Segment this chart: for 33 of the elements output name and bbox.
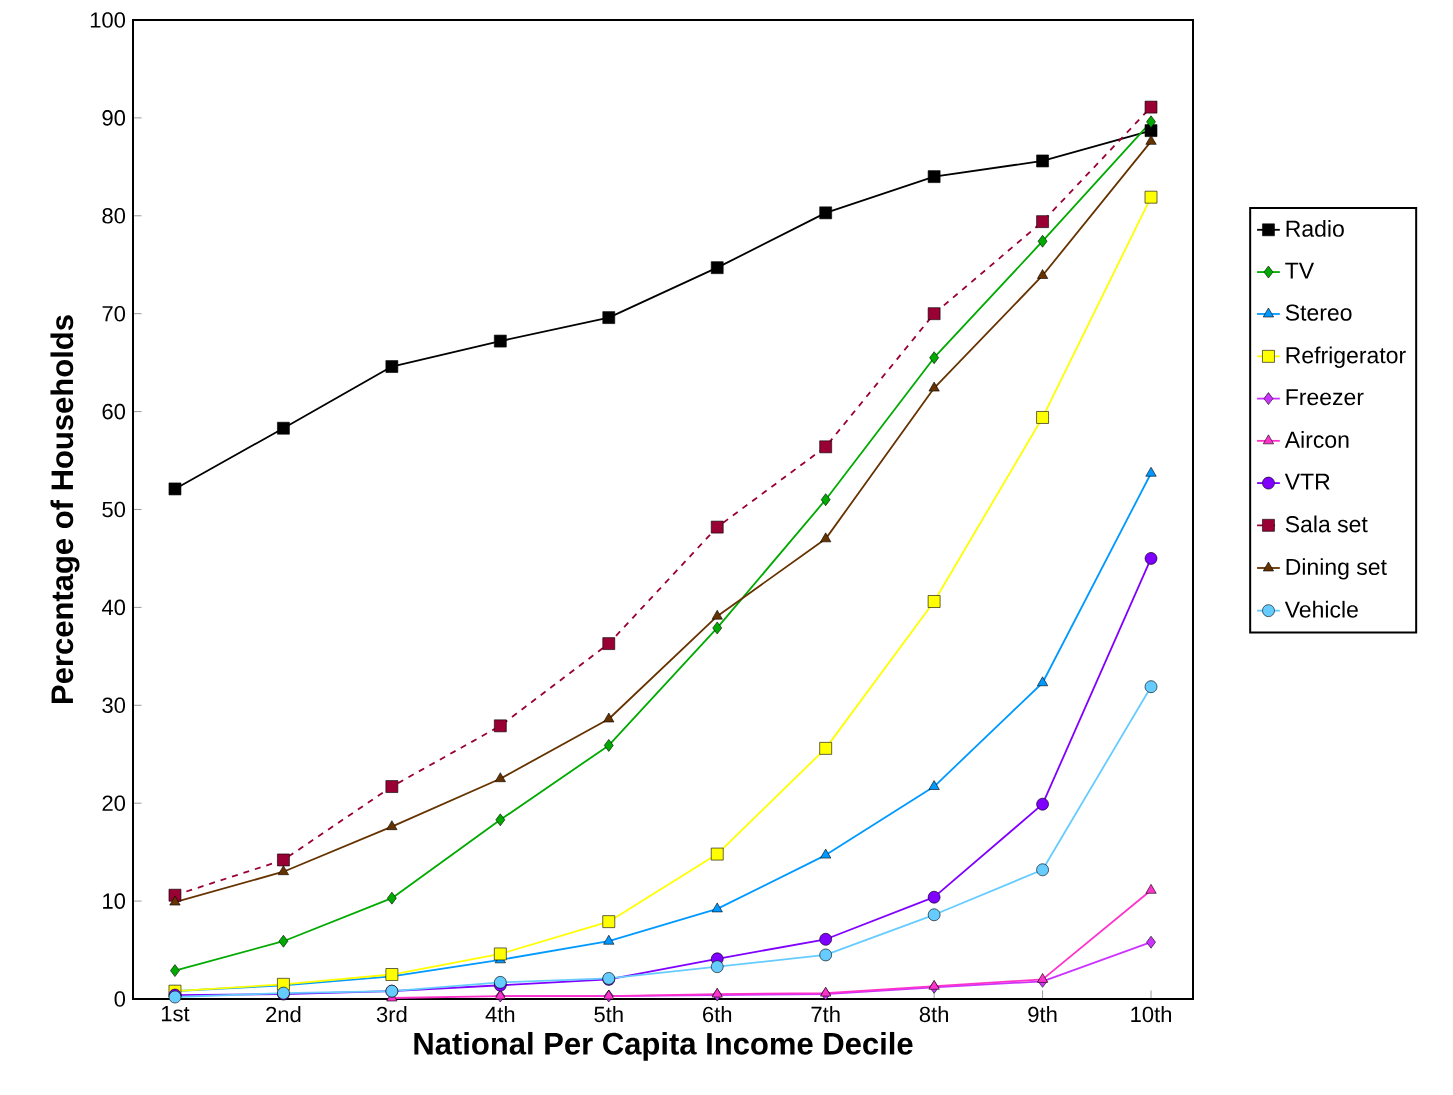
x-tick-label: 9th — [1028, 1006, 1057, 1023]
x-tick-label: 4th — [485, 1006, 515, 1023]
y-tick-label: 40 — [101, 599, 126, 616]
y-axis-title: Percentage of Households — [50, 315, 80, 703]
legend-label: Stereo — [1285, 304, 1352, 321]
legend-label: Dining set — [1286, 558, 1387, 580]
y-tick-label: 50 — [102, 501, 126, 518]
x-tick-label: 8th — [919, 1006, 948, 1023]
legend-label: Radio — [1286, 219, 1344, 237]
y-tick-label: 90 — [102, 110, 126, 126]
x-tick-label: 1st — [161, 1006, 190, 1022]
x-tick-label: 3rd — [376, 1006, 407, 1023]
legend-label: Aircon — [1284, 431, 1349, 448]
legend-label: Freezer — [1286, 389, 1364, 406]
y-tick-label: 100 — [90, 12, 126, 28]
x-axis-title: National Per Capita Income Decile — [414, 1031, 913, 1061]
legend-label: Vehicle — [1284, 600, 1358, 618]
y-tick-label: 70 — [102, 305, 126, 322]
y-tick-label: 80 — [102, 208, 126, 224]
y-tick-label: 60 — [102, 403, 126, 420]
legend-label: TV — [1285, 262, 1315, 279]
x-tick-label: 6th — [703, 1006, 732, 1023]
x-tick-label: 2nd — [266, 1006, 301, 1023]
y-tick-label: 20 — [102, 795, 126, 811]
y-tick-label: 0 — [114, 991, 126, 1007]
legend-label: Sala set — [1285, 515, 1368, 533]
legend-label: VTR — [1284, 473, 1330, 490]
y-tick-label: 30 — [102, 697, 126, 714]
x-tick-label: 7th — [811, 1006, 840, 1023]
x-tick-label: 10th — [1131, 1006, 1171, 1023]
y-tick-label: 10 — [103, 893, 126, 909]
legend-label: Refrigerator — [1286, 346, 1406, 368]
x-tick-label: 5th — [594, 1006, 623, 1023]
